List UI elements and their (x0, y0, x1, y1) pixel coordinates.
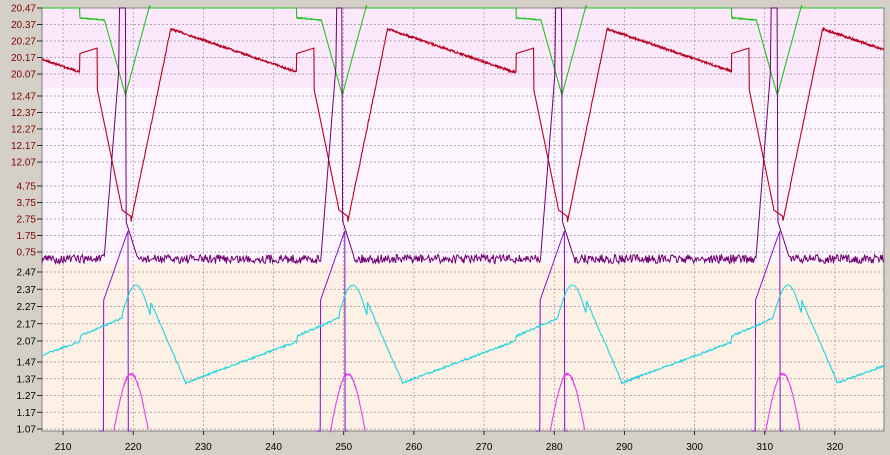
y-tick-label: 4.75 (17, 182, 37, 193)
y-tick-label: 20.37 (11, 20, 36, 31)
x-tick-label: 290 (616, 442, 633, 453)
series-purple (41, 7, 884, 266)
series-violet-pulse (99, 230, 132, 432)
x-tick-label: 270 (476, 442, 493, 453)
y-tick-label: 2.27 (17, 302, 37, 313)
x-tick-label: 210 (55, 442, 72, 453)
series-magenta-pulse (329, 372, 366, 433)
x-tick-label: 260 (406, 442, 423, 453)
chart-bands (41, 7, 885, 432)
series-cyan (41, 284, 884, 385)
series-violet-pulse (751, 230, 784, 432)
y-tick-label: 2.47 (17, 268, 37, 279)
y-tick-label: 20.47 (11, 4, 36, 15)
x-tick-label: 230 (195, 442, 212, 453)
y-tick-label: 12.07 (11, 158, 36, 169)
series-magenta-pulse (764, 372, 801, 433)
y-tick-label: 1.07 (17, 425, 37, 436)
x-tick-label: 320 (827, 442, 844, 453)
band-lower (42, 264, 884, 431)
y-tick-label: 1.37 (17, 374, 37, 385)
x-tick-label: 300 (686, 442, 703, 453)
y-tick-label: 2.07 (17, 337, 37, 348)
band-middle (42, 88, 884, 188)
y-tick-label: 20.17 (11, 53, 36, 64)
y-tick-label: 20.07 (11, 70, 36, 81)
x-tick-label: 220 (125, 442, 142, 453)
y-tick-label: 20.27 (11, 37, 36, 48)
y-tick-label: 2.75 (17, 215, 37, 226)
y-tick-label: 12.47 (11, 92, 36, 103)
y-tick-label: 1.27 (17, 391, 37, 402)
y-tick-label: 1.47 (17, 358, 37, 369)
y-tick-label: 12.37 (11, 108, 36, 119)
x-axis: 210 220 230 240 250 260 270 280 290 300 310 320 (55, 431, 844, 453)
series-violet-pulse (316, 230, 349, 432)
series-green (42, 5, 884, 98)
x-tick-label: 310 (756, 442, 773, 453)
band-middle-2 (42, 188, 884, 264)
series-red (41, 26, 885, 223)
y-axis: 20.47 20.37 20.27 20.17 20.07 12.47 12.37 12.27… (11, 4, 42, 436)
chart-series (41, 5, 885, 433)
series-magenta-pulse (549, 372, 586, 433)
y-tick-label: 1.17 (17, 408, 37, 419)
y-tick-label: 1.75 (17, 231, 37, 242)
chart-grid (42, 7, 884, 431)
x-tick-label: 240 (265, 442, 282, 453)
y-tick-label: 3.75 (17, 198, 37, 209)
band-upper (42, 8, 884, 88)
y-tick-label: 2.37 (17, 285, 37, 296)
y-tick-label: 0.75 (17, 248, 37, 259)
series-violet-pulse (536, 230, 568, 432)
x-tick-label: 280 (546, 442, 563, 453)
y-tick-label: 12.17 (11, 141, 36, 152)
series-magenta-pulse (113, 372, 149, 432)
y-tick-label: 2.17 (17, 319, 37, 330)
y-tick-label: 12.27 (11, 125, 36, 136)
x-tick-label: 250 (335, 442, 352, 453)
